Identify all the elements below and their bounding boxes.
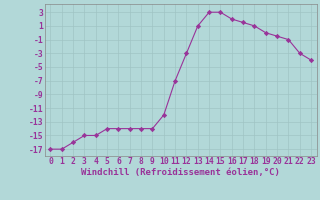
X-axis label: Windchill (Refroidissement éolien,°C): Windchill (Refroidissement éolien,°C) xyxy=(81,168,280,177)
